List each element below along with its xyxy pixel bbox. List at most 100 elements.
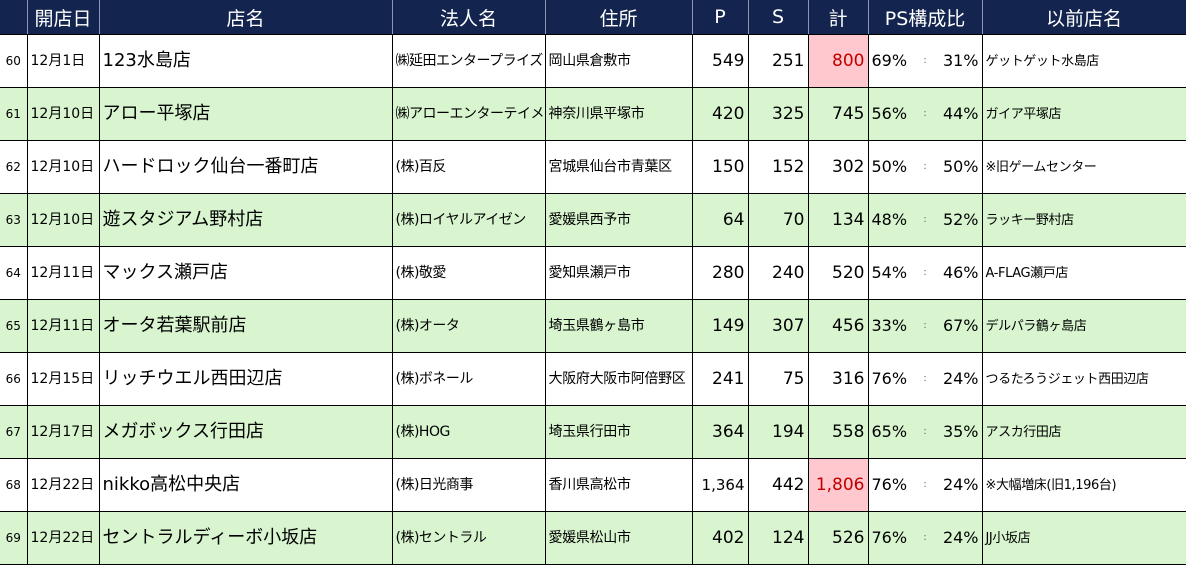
row-number-cell[interactable]: 69: [0, 511, 28, 565]
address-cell[interactable]: 埼玉県鶴ヶ島市: [545, 299, 693, 353]
s-count-cell[interactable]: 442: [748, 458, 809, 512]
ps-ratio-cell[interactable]: 54%: 46%: [868, 246, 983, 300]
corporation-cell[interactable]: (株)百反: [392, 140, 546, 194]
p-count-cell[interactable]: 64: [692, 193, 749, 247]
previous-name-cell[interactable]: A-FLAG瀬戸店: [982, 246, 1186, 300]
store-name-cell[interactable]: ハードロック仙台一番町店: [99, 140, 393, 194]
row-number-cell[interactable]: 66: [0, 352, 28, 406]
corporation-cell[interactable]: (株)ロイヤルアイゼン: [392, 193, 546, 247]
header-p[interactable]: P: [692, 0, 749, 35]
previous-name-cell[interactable]: アスカ行田店: [982, 405, 1186, 459]
total-count-cell[interactable]: 134: [808, 193, 869, 247]
total-count-cell[interactable]: 800: [808, 34, 869, 88]
header-total[interactable]: 計: [808, 0, 869, 35]
corporation-cell[interactable]: (株)HOG: [392, 405, 546, 459]
ps-ratio-cell[interactable]: 65%: 35%: [868, 405, 983, 459]
address-cell[interactable]: 神奈川県平塚市: [545, 87, 693, 141]
s-count-cell[interactable]: 75: [748, 352, 809, 406]
previous-name-cell[interactable]: デルパラ鶴ヶ島店: [982, 299, 1186, 353]
total-count-cell[interactable]: 316: [808, 352, 869, 406]
header-ps-ratio[interactable]: PS構成比: [868, 0, 983, 35]
previous-name-cell[interactable]: つるたろうジェット西田辺店: [982, 352, 1186, 406]
row-number-cell[interactable]: 63: [0, 193, 28, 247]
s-count-cell[interactable]: 251: [748, 34, 809, 88]
p-count-cell[interactable]: 549: [692, 34, 749, 88]
total-count-cell[interactable]: 745: [808, 87, 869, 141]
address-cell[interactable]: 香川県高松市: [545, 458, 693, 512]
corporation-cell[interactable]: ㈱延田エンタープライズ: [392, 34, 546, 88]
open-date-cell[interactable]: 12月10日: [27, 140, 100, 194]
previous-name-cell[interactable]: ラッキー野村店: [982, 193, 1186, 247]
ps-ratio-cell[interactable]: 69%: 31%: [868, 34, 983, 88]
header-previous-name[interactable]: 以前店名: [982, 0, 1186, 35]
ps-ratio-cell[interactable]: 33%: 67%: [868, 299, 983, 353]
total-count-cell[interactable]: 558: [808, 405, 869, 459]
address-cell[interactable]: 愛媛県松山市: [545, 511, 693, 565]
header-store-name[interactable]: 店名: [99, 0, 393, 35]
open-date-cell[interactable]: 12月11日: [27, 299, 100, 353]
open-date-cell[interactable]: 12月1日: [27, 34, 100, 88]
s-count-cell[interactable]: 194: [748, 405, 809, 459]
store-name-cell[interactable]: アロー平塚店: [99, 87, 393, 141]
address-cell[interactable]: 愛媛県西予市: [545, 193, 693, 247]
p-count-cell[interactable]: 402: [692, 511, 749, 565]
store-name-cell[interactable]: 123水島店: [99, 34, 393, 88]
p-count-cell[interactable]: 150: [692, 140, 749, 194]
ps-ratio-cell[interactable]: 76%: 24%: [868, 352, 983, 406]
open-date-cell[interactable]: 12月22日: [27, 458, 100, 512]
previous-name-cell[interactable]: ガイア平塚店: [982, 87, 1186, 141]
s-count-cell[interactable]: 124: [748, 511, 809, 565]
store-name-cell[interactable]: nikko高松中央店: [99, 458, 393, 512]
row-number-cell[interactable]: 60: [0, 34, 28, 88]
corporation-cell[interactable]: (株)ボネール: [392, 352, 546, 406]
open-date-cell[interactable]: 12月17日: [27, 405, 100, 459]
store-name-cell[interactable]: オータ若葉駅前店: [99, 299, 393, 353]
total-count-cell[interactable]: 456: [808, 299, 869, 353]
p-count-cell[interactable]: 280: [692, 246, 749, 300]
store-name-cell[interactable]: リッチウエル西田辺店: [99, 352, 393, 406]
row-number-cell[interactable]: 64: [0, 246, 28, 300]
s-count-cell[interactable]: 325: [748, 87, 809, 141]
address-cell[interactable]: 岡山県倉敷市: [545, 34, 693, 88]
ps-ratio-cell[interactable]: 48%: 52%: [868, 193, 983, 247]
header-open-date[interactable]: 開店日: [27, 0, 100, 35]
header-no[interactable]: [0, 0, 28, 35]
corporation-cell[interactable]: (株)日光商事: [392, 458, 546, 512]
store-name-cell[interactable]: マックス瀬戸店: [99, 246, 393, 300]
p-count-cell[interactable]: 420: [692, 87, 749, 141]
header-address[interactable]: 住所: [545, 0, 693, 35]
previous-name-cell[interactable]: ※大幅増床(旧1,196台): [982, 458, 1186, 512]
p-count-cell[interactable]: 149: [692, 299, 749, 353]
address-cell[interactable]: 宮城県仙台市青葉区: [545, 140, 693, 194]
s-count-cell[interactable]: 307: [748, 299, 809, 353]
previous-name-cell[interactable]: ※旧ゲームセンター: [982, 140, 1186, 194]
s-count-cell[interactable]: 70: [748, 193, 809, 247]
row-number-cell[interactable]: 67: [0, 405, 28, 459]
address-cell[interactable]: 愛知県瀬戸市: [545, 246, 693, 300]
ps-ratio-cell[interactable]: 76%: 24%: [868, 458, 983, 512]
ps-ratio-cell[interactable]: 56%: 44%: [868, 87, 983, 141]
ps-ratio-cell[interactable]: 76%: 24%: [868, 511, 983, 565]
total-count-cell[interactable]: 302: [808, 140, 869, 194]
row-number-cell[interactable]: 61: [0, 87, 28, 141]
corporation-cell[interactable]: (株)セントラル: [392, 511, 546, 565]
previous-name-cell[interactable]: ゲットゲット水島店: [982, 34, 1186, 88]
s-count-cell[interactable]: 152: [748, 140, 809, 194]
store-name-cell[interactable]: セントラルディーボ小坂店: [99, 511, 393, 565]
open-date-cell[interactable]: 12月10日: [27, 193, 100, 247]
p-count-cell[interactable]: 241: [692, 352, 749, 406]
open-date-cell[interactable]: 12月22日: [27, 511, 100, 565]
open-date-cell[interactable]: 12月15日: [27, 352, 100, 406]
corporation-cell[interactable]: (株)オータ: [392, 299, 546, 353]
address-cell[interactable]: 埼玉県行田市: [545, 405, 693, 459]
p-count-cell[interactable]: 1,364: [692, 458, 749, 512]
corporation-cell[interactable]: ㈱アローエンターテイメント: [392, 87, 546, 141]
header-s[interactable]: S: [748, 0, 809, 35]
header-corporation[interactable]: 法人名: [392, 0, 546, 35]
corporation-cell[interactable]: (株)敬愛: [392, 246, 546, 300]
store-name-cell[interactable]: 遊スタジアム野村店: [99, 193, 393, 247]
open-date-cell[interactable]: 12月11日: [27, 246, 100, 300]
row-number-cell[interactable]: 62: [0, 140, 28, 194]
p-count-cell[interactable]: 364: [692, 405, 749, 459]
address-cell[interactable]: 大阪府大阪市阿倍野区: [545, 352, 693, 406]
